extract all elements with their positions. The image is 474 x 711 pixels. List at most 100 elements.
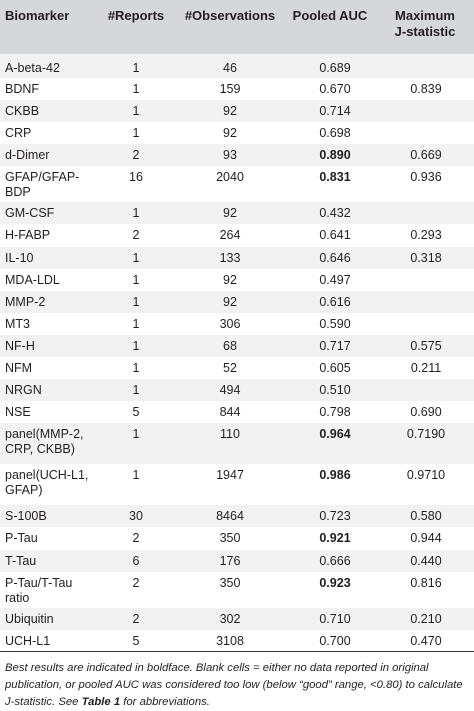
- cell-biomarker: MMP-2: [5, 294, 46, 309]
- cell-biomarker: UCH-L1: [0, 629, 96, 653]
- cell-max-j: [376, 100, 474, 122]
- cell-biomarker: Ubiquitin: [5, 611, 54, 626]
- cell-max-j: 0.211: [410, 361, 442, 376]
- table-row: Ubiquitin 2 302 0.710 0.210: [0, 607, 474, 630]
- cell-reports: 2: [132, 611, 140, 626]
- cell-max-j: 0.816: [410, 575, 442, 590]
- cell-reports: 5: [96, 629, 176, 653]
- cell-observations: 1947: [216, 468, 244, 483]
- cell-pooled-auc: 0.605: [319, 361, 351, 376]
- cell-observations: 92: [223, 272, 237, 287]
- cell-pooled-auc: 0.890: [319, 148, 351, 163]
- table-row: UCH-L1 5 3108 0.700 0.470: [0, 629, 474, 653]
- cell-reports: 1: [132, 104, 140, 119]
- cell-max-j: 0.7190: [406, 427, 446, 442]
- cell-pooled-auc: 0.432: [319, 206, 351, 221]
- cell-observations: 92: [223, 126, 237, 141]
- cell-reports: 1: [132, 206, 140, 221]
- table-row: MDA-LDL 1 92 0.497: [0, 268, 474, 291]
- table-row: H-FABP 2 264 0.641 0.293: [0, 224, 474, 247]
- table-row: d-Dimer 2 93 0.890 0.669: [0, 144, 474, 167]
- cell-observations: 264: [219, 228, 241, 243]
- cell-biomarker: NFM: [5, 361, 33, 376]
- table-body: A-beta-42 1 46 0.689 BDNF 1 159 0.670 0.839 CKBB 1…: [0, 54, 474, 653]
- header-row: Biomarker #Reports #Observations Pooled …: [0, 0, 474, 54]
- cell-pooled-auc: 0.666: [319, 553, 351, 568]
- table-row: BDNF 1 159 0.670 0.839: [0, 78, 474, 101]
- header-reports: #Reports: [107, 8, 165, 23]
- cell-pooled-auc: 0.670: [319, 82, 351, 96]
- cell-pooled-auc: 0.710: [319, 611, 351, 626]
- cell-observations: 92: [223, 104, 237, 119]
- table-row: GM-CSF 1 92 0.432: [0, 202, 474, 225]
- table-row: MMP-2 1 92 0.616: [0, 290, 474, 313]
- cell-biomarker: MDA-LDL: [5, 272, 60, 287]
- cell-biomarker: A-beta-42: [5, 61, 60, 75]
- table-row: P-Tau 2 350 0.921 0.944: [0, 527, 474, 550]
- cell-max-j: [376, 54, 474, 78]
- cell-max-j: 0.210: [410, 611, 442, 626]
- cell-max-j: 0.440: [410, 553, 442, 568]
- cell-biomarker: NSE: [5, 405, 31, 420]
- cell-max-j: 0.470: [376, 629, 474, 653]
- cell-biomarker: panel(MMP-2, CRP, CKBB): [5, 427, 84, 457]
- cell-reports: 1: [132, 126, 140, 141]
- cell-biomarker: d-Dimer: [5, 148, 50, 163]
- cell-max-j: [376, 291, 474, 313]
- cell-max-j: 0.575: [410, 338, 442, 353]
- cell-observations: 8464: [216, 509, 244, 524]
- cell-pooled-auc: 0.646: [319, 250, 351, 265]
- cell-max-j: [376, 313, 474, 335]
- cell-biomarker: S-100B: [5, 509, 47, 524]
- table-row: IL-10 1 133 0.646 0.318: [0, 246, 474, 269]
- cell-pooled-auc: 0.717: [319, 338, 351, 353]
- cell-max-j: 0.936: [410, 170, 442, 185]
- cell-observations: 2040: [216, 170, 244, 185]
- cell-pooled-auc: 0.723: [319, 509, 351, 524]
- cell-max-j: [376, 122, 474, 144]
- cell-reports: 1: [132, 361, 140, 376]
- table-row: GFAP/GFAP-BDP 16 2040 0.831 0.936: [0, 166, 474, 203]
- cell-pooled-auc: 0.689: [319, 61, 351, 75]
- cell-reports: 16: [129, 170, 143, 185]
- cell-max-j: 0.9710: [406, 468, 446, 483]
- cell-biomarker: GM-CSF: [5, 206, 55, 221]
- header-pooled-auc: Pooled AUC: [292, 8, 368, 23]
- cell-reports: 2: [132, 531, 140, 546]
- table-row: S-100B 30 8464 0.723 0.580: [0, 505, 474, 528]
- footnote-text-after: for abbreviations.: [120, 696, 210, 709]
- cell-reports: 1: [132, 272, 140, 287]
- cell-pooled-auc: 0.798: [319, 405, 351, 420]
- cell-pooled-auc: 0.986: [319, 468, 351, 483]
- cell-max-j: 0.318: [410, 250, 442, 265]
- cell-observations: 350: [219, 531, 241, 546]
- cell-biomarker: CKBB: [5, 104, 40, 119]
- table-row: panel(MMP-2, CRP, CKBB) 1 110 0.964 0.7190: [0, 423, 474, 465]
- cell-observations: 306: [219, 316, 241, 331]
- header-max-j-line1: Maximum: [395, 8, 455, 23]
- footnote-text-before: Best results are indicated in boldface. …: [5, 662, 463, 709]
- cell-biomarker: panel(UCH-L1, GFAP): [5, 468, 89, 498]
- cell-reports: 2: [132, 148, 140, 163]
- cell-reports: 1: [132, 61, 140, 75]
- cell-observations: 52: [223, 361, 237, 376]
- cell-pooled-auc: 0.714: [319, 104, 351, 119]
- cell-reports: 6: [132, 553, 140, 568]
- header-biomarker: Biomarker: [5, 8, 70, 23]
- cell-pooled-auc: 0.641: [319, 228, 351, 243]
- header-max-j-line2: J-statistic: [394, 24, 456, 39]
- footnote-table-ref: Table 1: [81, 696, 121, 709]
- cell-reports: 1: [132, 338, 140, 353]
- cell-biomarker: IL-10: [5, 250, 34, 265]
- cell-biomarker: NF-H: [5, 338, 35, 353]
- cell-reports: 1: [132, 383, 140, 398]
- cell-observations: 46: [223, 61, 237, 75]
- cell-observations: 110: [220, 427, 240, 442]
- cell-max-j: [376, 379, 474, 401]
- cell-pooled-auc: 0.590: [319, 316, 351, 331]
- cell-reports: 1: [132, 82, 140, 96]
- cell-pooled-auc: 0.964: [319, 427, 351, 442]
- cell-pooled-auc: 0.510: [319, 383, 351, 398]
- cell-biomarker: BDNF: [5, 82, 40, 96]
- table-row: NFM 1 52 0.605 0.211: [0, 357, 474, 380]
